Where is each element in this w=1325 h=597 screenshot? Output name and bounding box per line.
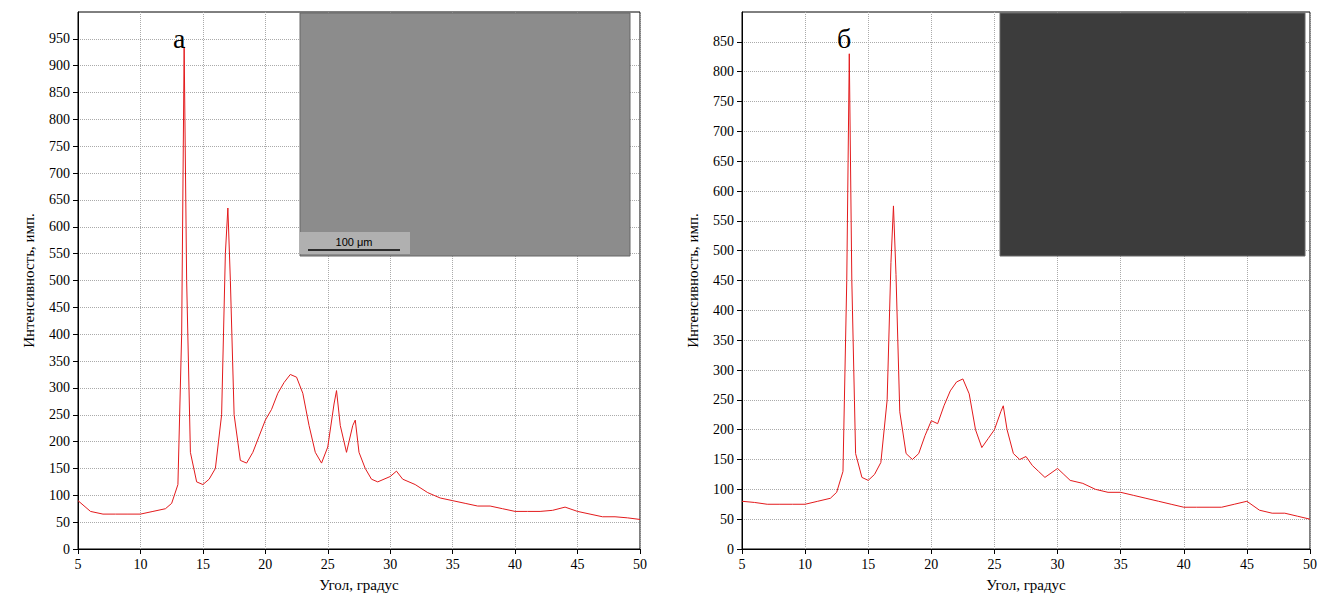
svg-text:40: 40 [508,557,522,572]
svg-text:45: 45 [1240,557,1254,572]
svg-text:350: 350 [49,354,70,369]
svg-text:850: 850 [49,85,70,100]
svg-text:30: 30 [383,557,397,572]
svg-text:600: 600 [713,184,734,199]
svg-text:950: 950 [49,31,70,46]
svg-text:40: 40 [1177,557,1191,572]
svg-text:Угол, градус: Угол, градус [986,577,1066,593]
svg-text:200: 200 [49,434,70,449]
svg-text:0: 0 [63,542,70,557]
svg-text:Угол, градус: Угол, градус [319,577,399,593]
svg-text:750: 750 [49,139,70,154]
svg-text:650: 650 [49,192,70,207]
svg-text:600: 600 [49,219,70,234]
svg-text:450: 450 [49,300,70,315]
svg-text:250: 250 [49,407,70,422]
svg-text:150: 150 [49,461,70,476]
svg-text:800: 800 [713,64,734,79]
svg-text:а: а [173,23,186,54]
svg-text:б: б [837,23,851,54]
svg-text:35: 35 [1114,557,1128,572]
svg-text:5: 5 [75,557,82,572]
svg-text:350: 350 [713,333,734,348]
svg-text:750: 750 [713,94,734,109]
svg-text:100: 100 [713,482,734,497]
svg-text:500: 500 [49,273,70,288]
svg-text:10: 10 [798,557,812,572]
svg-text:5: 5 [739,557,746,572]
svg-text:50: 50 [56,515,70,530]
svg-text:35: 35 [446,557,460,572]
svg-text:400: 400 [713,303,734,318]
svg-text:25: 25 [987,557,1001,572]
svg-text:50: 50 [720,512,734,527]
svg-text:150: 150 [713,452,734,467]
svg-text:700: 700 [49,166,70,181]
svg-text:300: 300 [713,363,734,378]
svg-text:550: 550 [49,246,70,261]
svg-text:400: 400 [49,327,70,342]
svg-text:15: 15 [861,557,875,572]
svg-text:200: 200 [713,422,734,437]
svg-text:20: 20 [924,557,938,572]
svg-text:500: 500 [713,243,734,258]
svg-text:100 μm: 100 μm [336,236,373,248]
svg-text:Интенсивность, имп.: Интенсивность, имп. [21,213,37,348]
svg-text:700: 700 [713,124,734,139]
svg-text:15: 15 [196,557,210,572]
svg-text:300: 300 [49,380,70,395]
svg-text:0: 0 [727,542,734,557]
svg-text:100: 100 [49,488,70,503]
svg-text:900: 900 [49,58,70,73]
svg-text:20: 20 [258,557,272,572]
svg-text:10: 10 [133,557,147,572]
svg-text:50: 50 [1303,557,1317,572]
svg-text:850: 850 [713,34,734,49]
svg-text:30: 30 [1051,557,1065,572]
svg-text:450: 450 [713,273,734,288]
svg-text:550: 550 [713,213,734,228]
svg-text:50: 50 [633,557,647,572]
svg-text:45: 45 [571,557,585,572]
svg-text:800: 800 [49,112,70,127]
svg-text:650: 650 [713,154,734,169]
svg-text:250: 250 [713,392,734,407]
svg-text:Интенсивность, имп.: Интенсивность, имп. [685,213,701,348]
svg-text:25: 25 [321,557,335,572]
